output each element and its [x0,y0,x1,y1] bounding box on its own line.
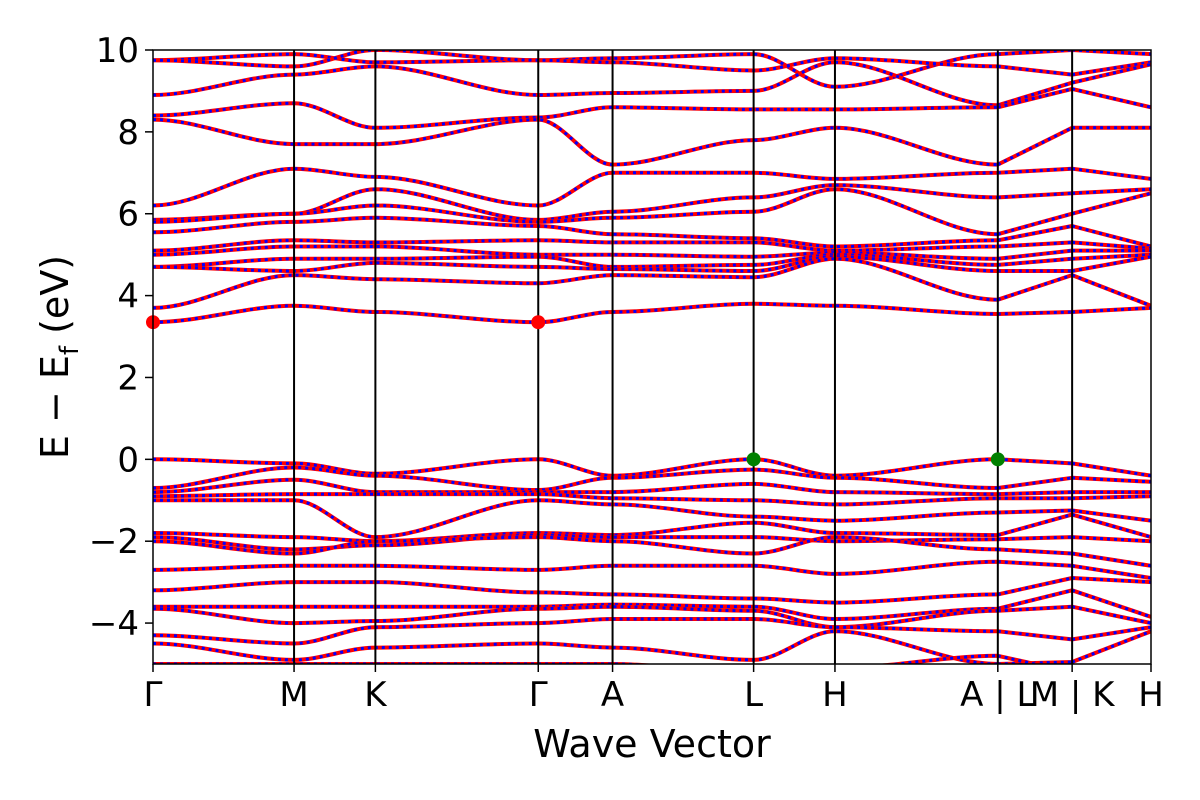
band-line-red-29 [153,653,1045,664]
y-axis-title: E − Ef (eV) [33,255,85,459]
band-line-blue-20 [153,513,1151,543]
cbm-marker [531,315,546,330]
band-line-blue-21 [153,533,1151,551]
band-line-blue-14 [153,302,1151,324]
band-line-blue-8 [153,216,1151,249]
y-tick-label: 8 [117,113,139,153]
y-axis-title-sub: f [55,345,85,355]
kpoint-lines [293,50,1074,664]
y-tick-label: 10 [96,31,139,71]
band-line-blue-23 [153,560,1151,580]
y-tick-label: 4 [117,277,139,317]
band-line-blue-5 [153,167,1151,208]
extrema-markers [146,315,1005,467]
vbm-marker [990,452,1005,467]
band-line-red-28 [153,629,1151,664]
y-tick-label: −4 [89,604,139,644]
band-line-blue-24 [153,576,1151,605]
band-line-red-23 [153,559,1151,580]
band-line-blue-4 [153,118,1151,167]
x-tick-label: Γ [529,675,548,715]
band-line-red-26 [153,604,1151,630]
band-line-blue-27 [153,617,1151,646]
x-tick-label: K [364,675,388,715]
y-tick-label: 2 [117,358,139,398]
band-line-blue-18 [153,492,1151,506]
y-axis-title-main: E − E [33,355,77,459]
x-tick-label: A [601,675,624,715]
band-line-blue-0 [153,50,1151,89]
band-line-red-14 [153,301,1151,325]
y-axis-title-unit: (eV) [33,255,77,346]
band-line-blue-17 [153,478,1151,496]
x-tick-label: H [1138,675,1164,715]
x-tick-label: A | L [960,675,1035,715]
band-line-blue-25 [153,588,1151,621]
band-line-blue-19 [153,498,1151,539]
x-tick-label: Γ [144,675,163,715]
band-line-blue-6 [153,183,1151,222]
plot-frame [152,49,1152,665]
x-axis: Γ M K Γ A L H A | LM | K H [144,664,1164,715]
band-line-blue-9 [153,238,1151,253]
band-line-blue-11 [153,253,1151,269]
band-line-blue-13 [153,257,1151,310]
x-tick-label: M [279,675,308,715]
y-tick-label: 6 [117,195,139,235]
band-line-blue-1 [153,50,1151,77]
x-tick-label: H [822,675,848,715]
band-line-blue-12 [153,255,1151,273]
vbm-marker [746,452,761,467]
x-axis-title: Wave Vector [533,722,771,766]
y-tick-label: 0 [117,440,139,480]
y-tick-label: −2 [89,522,139,562]
y-axis: −4 −2 0 2 4 6 8 10 [89,31,153,644]
x-tick-label: L [744,675,763,715]
band-line-blue-10 [153,244,1151,261]
band-line-red-4 [153,117,1151,167]
bands-layer [153,50,1151,664]
x-tick-label: M | K [1030,675,1116,715]
band-line-blue-26 [153,605,1151,629]
band-line-red-5 [153,166,1151,208]
